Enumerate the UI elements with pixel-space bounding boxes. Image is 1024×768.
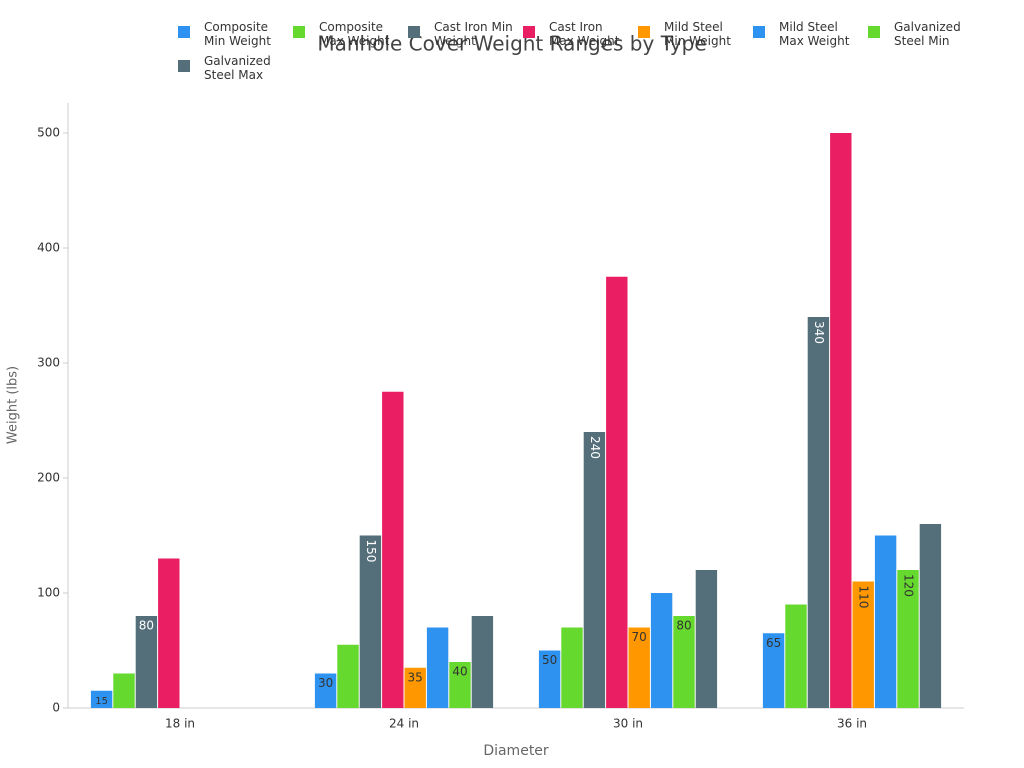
legend-label: Cast Iron Max Weight — [549, 20, 620, 48]
y-tick-label: 100 — [37, 586, 60, 600]
legend-swatch — [868, 26, 880, 38]
legend-swatch — [523, 26, 535, 38]
bar — [113, 673, 135, 708]
x-axis-label: Diameter — [483, 743, 549, 759]
x-tick-label: 18 in — [165, 717, 195, 731]
y-tick-label: 400 — [37, 241, 60, 255]
y-axis-label: Weight (lbs) — [6, 366, 21, 444]
bar — [135, 616, 158, 708]
legend-swatch — [178, 26, 190, 38]
data-label: 110 — [857, 586, 871, 609]
bar — [650, 593, 673, 708]
bar — [673, 616, 695, 708]
bar — [874, 535, 897, 708]
data-label: 240 — [588, 436, 602, 459]
x-tick-label: 36 in — [837, 717, 867, 731]
y-tick-label: 0 — [52, 701, 60, 715]
legend-swatch — [753, 26, 765, 38]
legend-label: Galvanized Steel Min — [894, 20, 961, 48]
bar — [785, 604, 807, 708]
legend-label: Galvanized Steel Max — [204, 54, 271, 82]
data-label: 35 — [408, 670, 423, 684]
data-label: 70 — [632, 630, 647, 644]
legend-swatch — [408, 26, 420, 38]
legend-label: Mild Steel Max Weight — [779, 20, 850, 48]
bar — [382, 391, 404, 708]
legend-item: Composite Min Weight — [178, 20, 286, 48]
bar — [762, 633, 785, 708]
data-label: 65 — [766, 636, 781, 650]
bar — [606, 276, 628, 708]
bar — [583, 432, 606, 708]
bar — [538, 650, 561, 708]
bar — [471, 616, 494, 708]
legend-item: Mild Steel Min Weight — [638, 20, 746, 48]
data-label: 80 — [676, 619, 691, 633]
legend-swatch — [293, 26, 305, 38]
bar — [897, 570, 919, 708]
legend-item: Composite Max Weight — [293, 20, 401, 48]
legend-item: Mild Steel Max Weight — [753, 20, 861, 48]
legend-item: Cast Iron Min Weight — [408, 20, 516, 48]
bar — [314, 673, 337, 708]
bar — [426, 627, 449, 708]
data-label: 30 — [318, 676, 333, 690]
legend-label: Composite Min Weight — [204, 20, 271, 48]
bar — [158, 558, 180, 708]
data-label: 15 — [95, 696, 108, 707]
data-label: 40 — [452, 665, 467, 679]
bar — [337, 644, 359, 708]
bar — [90, 690, 113, 708]
legend-swatch — [638, 26, 650, 38]
legend-label: Composite Max Weight — [319, 20, 390, 48]
data-label: 340 — [812, 321, 826, 344]
y-tick-label: 300 — [37, 356, 60, 370]
y-tick-label: 500 — [37, 126, 60, 140]
x-tick-label: 24 in — [389, 717, 419, 731]
legend-label: Mild Steel Min Weight — [664, 20, 731, 48]
bar — [628, 627, 650, 708]
legend-swatch — [178, 60, 190, 72]
data-label: 150 — [364, 540, 378, 563]
legend-item: Galvanized Steel Max — [178, 54, 286, 82]
bar — [807, 317, 830, 708]
bar — [830, 133, 852, 708]
y-tick-label: 200 — [37, 471, 60, 485]
legend-label: Cast Iron Min Weight — [434, 20, 513, 48]
bar — [359, 535, 382, 708]
x-tick-label: 30 in — [613, 717, 643, 731]
bar — [919, 524, 942, 708]
bar — [852, 581, 874, 708]
data-label: 50 — [542, 653, 557, 667]
bar — [449, 662, 471, 708]
data-label: 80 — [139, 619, 154, 633]
bar — [561, 627, 583, 708]
data-label: 120 — [902, 574, 916, 597]
bar — [695, 570, 718, 708]
legend-item: Galvanized Steel Min — [868, 20, 976, 48]
bar — [404, 667, 426, 708]
legend-item: Cast Iron Max Weight — [523, 20, 631, 48]
